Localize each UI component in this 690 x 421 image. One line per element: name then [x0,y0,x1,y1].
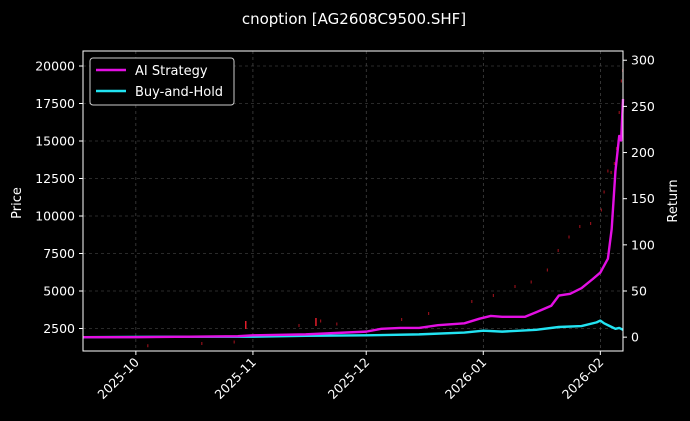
price-candle [428,312,430,315]
price-candle [530,280,532,284]
price-candle [298,324,300,327]
y-right-tick-label: 250 [631,99,655,114]
y-left-tick-label: 7500 [43,246,75,261]
plot-frame [82,50,624,352]
legend-label-ai-strategy: AI Strategy [135,64,208,79]
price-candle [600,208,602,212]
price-candle [557,249,559,252]
price-candle [471,300,473,303]
y-right-tick-label: 0 [631,330,639,345]
y-left-tick-label: 17500 [35,96,75,111]
y-left-axis: 2500 5000 7500 10000 12500 15000 17500 20000 [35,59,83,336]
price-candle [568,235,570,239]
price-candle [618,111,620,114]
price-candle [590,222,592,225]
price-candle [233,340,235,344]
price-candle [401,318,403,321]
price-candle [607,169,609,173]
y-right-tick-label: 100 [631,237,655,252]
price-candle [610,171,612,174]
series-line-ai-strategy [83,98,625,339]
series-lines [82,98,625,339]
legend: AI Strategy Buy-and-Hold [89,57,235,106]
y-left-tick-label: 15000 [35,134,75,149]
chart-title: cnoption [AG2608C9500.SHF] [242,10,466,28]
price-candle [320,319,322,323]
y-left-tick-label: 5000 [43,284,75,299]
price-candle [147,344,149,348]
price-candle [336,322,338,326]
y-left-tick-label: 12500 [35,171,75,186]
price-candle [245,321,247,329]
price-candle [315,318,317,326]
price-candle [615,147,618,150]
y-right-tick-label: 200 [631,145,655,160]
price-candle [620,79,622,83]
y-right-axis: 0 50 100 150 200 250 300 [623,53,655,345]
y-left-tick-label: 10000 [35,209,75,224]
price-candle [201,342,203,345]
y-right-tick-label: 300 [631,53,655,68]
price-candle [613,162,615,165]
price-candle [603,190,605,194]
legend-label-buy-and-hold: Buy-and-Hold [135,85,223,100]
y-left-tick-label: 20000 [35,59,75,74]
y-right-axis-label: Return [666,179,681,222]
y-left-tick-label: 2500 [43,321,75,336]
price-candle [579,225,581,228]
y-left-axis-label: Price [10,187,25,219]
y-right-tick-label: 50 [631,284,647,299]
price-candle [514,285,516,288]
price-candle [546,268,548,272]
series-line-buy-and-hold [82,319,624,339]
y-right-tick-label: 150 [631,191,655,206]
price-candle [492,294,494,297]
